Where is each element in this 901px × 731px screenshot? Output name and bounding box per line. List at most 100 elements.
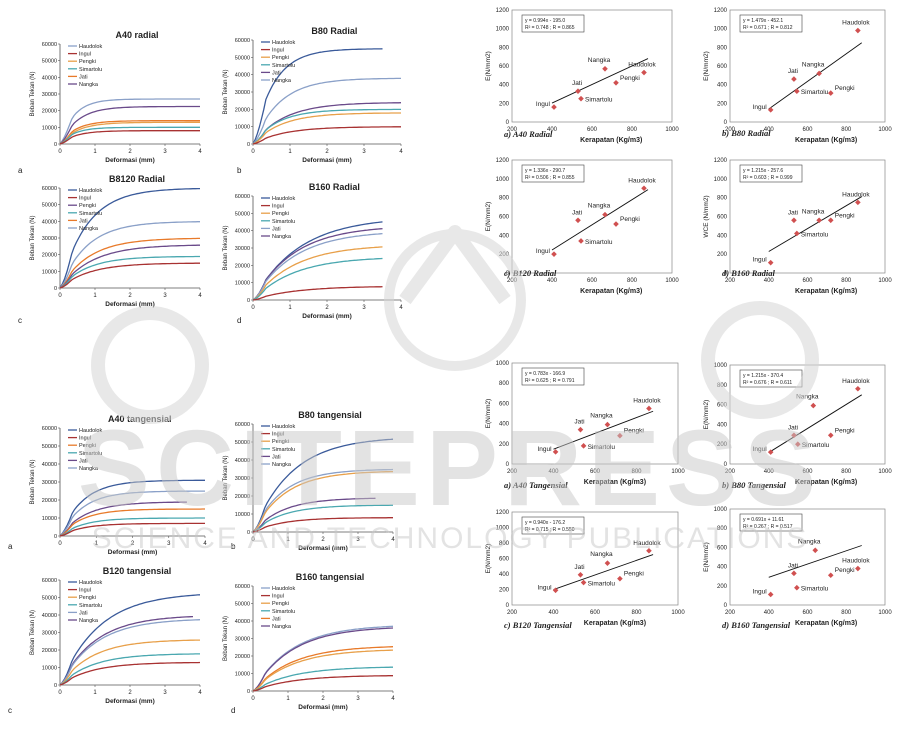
x-tick-label: 2 — [128, 690, 132, 696]
x-tick-label: 200 — [507, 610, 518, 616]
y-tick-label: 600 — [717, 403, 728, 409]
legend-label: Simartolu — [79, 603, 102, 609]
legend-label: Nangka — [272, 78, 292, 84]
legend-label: Haudolok — [272, 40, 295, 46]
equation-text: y = 0.691x + 11.61 — [743, 517, 784, 523]
point-label: Simartolu — [585, 97, 613, 104]
y-tick-label: 600 — [499, 557, 510, 563]
point-label: Simartolu — [801, 586, 829, 593]
legend-label: Pengki — [79, 59, 96, 65]
x-tick-label: 800 — [841, 469, 852, 475]
point-jati — [575, 217, 581, 224]
y-tick-label: 60000 — [235, 38, 250, 44]
y-tick-label: 30000 — [235, 246, 250, 252]
equation-text: y = 0.783x - 166.9 — [525, 371, 565, 377]
series-line-simartolu — [252, 108, 401, 145]
point-label: Pengki — [624, 428, 644, 435]
x-tick-label: 600 — [590, 610, 601, 616]
series-line-simartolu — [59, 126, 200, 145]
x-tick-label: 600 — [802, 469, 813, 475]
equation-box — [521, 367, 585, 386]
y-tick-label: 1000 — [714, 363, 728, 369]
legend-label: Ingul — [272, 204, 284, 210]
equation-text: y = 1.215x - 257.6 — [743, 168, 783, 174]
equation-text: R² = 0.715 ; R = 0.550 — [525, 527, 575, 533]
y-tick-label: 40000 — [235, 458, 250, 464]
x-tick-label: 2 — [131, 541, 135, 547]
y-axis-label: Beban Tekan (N) — [30, 460, 36, 505]
point-label: Nangka — [796, 394, 819, 401]
series-line-simartolu — [252, 666, 393, 692]
trend-line — [768, 42, 863, 110]
y-tick-label: 20000 — [42, 109, 57, 115]
x-axis-label: Kerapatan (Kg/m3) — [795, 288, 857, 295]
x-tick-label: 0 — [251, 149, 255, 155]
y-axis-label: Beban Tekan (N) — [30, 216, 36, 261]
point-label: Simartolu — [801, 231, 829, 238]
y-tick-label: 800 — [717, 45, 728, 51]
y-axis-label: E(N/mm2) — [485, 51, 492, 81]
point-label: Ingul — [537, 446, 552, 453]
x-tick-label: 0 — [58, 293, 62, 299]
point-ingul — [767, 107, 774, 113]
point-label: Nangka — [798, 538, 821, 545]
series-line-simartolu — [252, 504, 393, 533]
x-axis-label: Kerapatan (Kg/m3) — [795, 479, 857, 486]
x-tick-label: 1 — [93, 690, 97, 696]
point-simartolu — [578, 238, 584, 244]
point-label: Simartolu — [588, 581, 616, 588]
line-chart-ld-a: A40 radial 0 10000 20000 30000 40000 50000 6000… — [18, 30, 202, 175]
y-tick-label: 400 — [499, 572, 510, 578]
y-tick-label: 40000 — [235, 73, 250, 79]
point-jati — [577, 571, 584, 578]
point-label: Haudolok — [842, 20, 870, 27]
point-pengki — [613, 221, 619, 227]
y-tick-label: 50000 — [235, 55, 250, 61]
series-line-nangka — [59, 105, 200, 145]
series-line-pengki — [59, 244, 200, 289]
point-label: Ingul — [536, 101, 551, 108]
y-tick-label: 10000 — [235, 672, 250, 678]
point-label: Jati — [788, 562, 798, 569]
x-tick-label: 1000 — [665, 278, 679, 284]
series-line-nangka — [252, 468, 394, 533]
series-line-ingul — [252, 286, 383, 301]
x-tick-label: 400 — [548, 610, 559, 616]
legend-label: Jati — [272, 616, 281, 622]
x-axis-label: Deformasi (mm) — [105, 698, 154, 705]
series-line-haudolok — [59, 594, 201, 686]
y-axis-label: WCE (N/mm2) — [703, 195, 710, 237]
y-tick-label: 800 — [717, 196, 728, 202]
series-line-ingul — [59, 130, 200, 145]
y-tick-label: 50000 — [42, 59, 57, 65]
x-tick-label: 800 — [627, 127, 638, 133]
y-tick-label: 40000 — [235, 229, 250, 235]
y-tick-label: 40000 — [42, 75, 57, 81]
y-tick-label: 200 — [717, 442, 728, 448]
x-tick-label: 400 — [764, 127, 775, 133]
point-nangka — [602, 66, 608, 72]
trend-line — [768, 545, 862, 578]
point-label: Haudolok — [633, 540, 661, 547]
point-nangka — [602, 211, 608, 218]
y-tick-label: 20000 — [235, 654, 250, 660]
equation-text: R² = 0.603 ; R = 0.999 — [743, 175, 793, 181]
series-line-pengki — [252, 112, 401, 145]
x-tick-label: 4 — [399, 149, 403, 155]
chart-title: B8120 Radial — [109, 174, 165, 184]
x-tick-label: 800 — [627, 278, 638, 284]
legend-label: Jati — [272, 70, 281, 76]
y-tick-label: 1200 — [496, 510, 510, 516]
panel-label: d — [231, 706, 235, 715]
point-label: Haudolok — [633, 397, 661, 404]
y-tick-label: 10000 — [42, 269, 57, 275]
legend-label: Nangka — [79, 226, 99, 232]
x-tick-label: 2 — [321, 537, 325, 543]
series-line-nangka — [252, 77, 401, 145]
line-chart-ld-c: B8120 Radial 0 10000 20000 30000 40000 50000 60… — [18, 174, 202, 325]
x-tick-label: 0 — [58, 541, 62, 547]
equation-box — [521, 164, 585, 183]
equation-box — [739, 164, 803, 183]
series-line-ingul — [252, 126, 401, 145]
